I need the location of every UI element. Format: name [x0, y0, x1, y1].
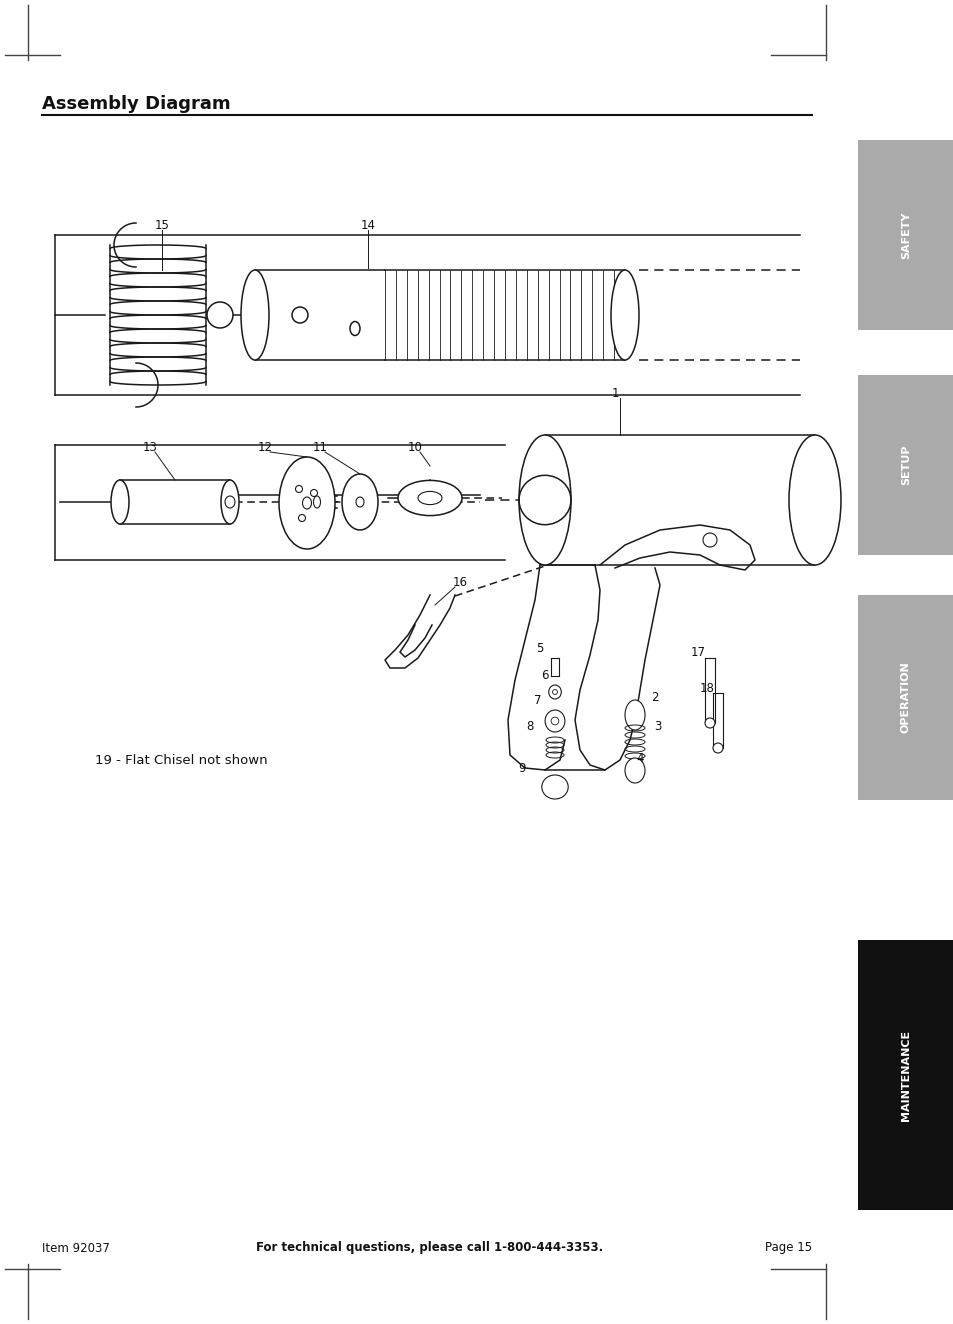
Text: 6: 6 — [540, 669, 548, 682]
Ellipse shape — [610, 270, 639, 360]
Polygon shape — [857, 375, 953, 555]
Text: Item 92037: Item 92037 — [42, 1242, 110, 1255]
Ellipse shape — [341, 474, 377, 530]
Text: 3: 3 — [654, 719, 661, 732]
Text: 17: 17 — [690, 646, 705, 658]
Ellipse shape — [314, 496, 320, 508]
Text: 10: 10 — [407, 441, 422, 454]
Ellipse shape — [207, 302, 233, 328]
Text: OPERATION: OPERATION — [900, 662, 910, 733]
Ellipse shape — [712, 743, 722, 753]
Text: 12: 12 — [257, 441, 273, 454]
Text: 15: 15 — [154, 218, 170, 232]
Ellipse shape — [278, 457, 335, 549]
Ellipse shape — [788, 436, 841, 565]
Polygon shape — [857, 594, 953, 800]
Text: SAFETY: SAFETY — [900, 212, 910, 258]
Ellipse shape — [221, 481, 239, 524]
Ellipse shape — [241, 270, 269, 360]
Ellipse shape — [544, 710, 564, 732]
Text: 5: 5 — [536, 642, 543, 654]
Ellipse shape — [111, 481, 129, 524]
Text: 9: 9 — [517, 761, 525, 775]
Text: 7: 7 — [534, 694, 541, 707]
Text: 16: 16 — [452, 576, 467, 588]
Text: For technical questions, please call 1-800-444-3353.: For technical questions, please call 1-8… — [256, 1242, 603, 1255]
Ellipse shape — [624, 700, 644, 730]
Text: Page 15: Page 15 — [764, 1242, 811, 1255]
Text: MAINTENANCE: MAINTENANCE — [900, 1030, 910, 1120]
Text: Assembly Diagram: Assembly Diagram — [42, 95, 231, 113]
Text: 19 - Flat Chisel not shown: 19 - Flat Chisel not shown — [95, 753, 268, 767]
Text: 4: 4 — [636, 752, 643, 764]
Ellipse shape — [704, 718, 714, 728]
Ellipse shape — [397, 481, 461, 515]
Polygon shape — [857, 940, 953, 1210]
Ellipse shape — [518, 436, 571, 565]
Text: 1: 1 — [611, 387, 618, 400]
Text: 2: 2 — [651, 691, 659, 703]
Text: 11: 11 — [313, 441, 327, 454]
Ellipse shape — [541, 775, 568, 798]
Text: 14: 14 — [360, 218, 375, 232]
Ellipse shape — [548, 685, 560, 699]
Text: 13: 13 — [142, 441, 157, 454]
Text: 8: 8 — [526, 719, 533, 732]
Polygon shape — [857, 140, 953, 330]
Text: SETUP: SETUP — [900, 445, 910, 486]
Ellipse shape — [624, 759, 644, 782]
Text: 18: 18 — [699, 682, 714, 695]
